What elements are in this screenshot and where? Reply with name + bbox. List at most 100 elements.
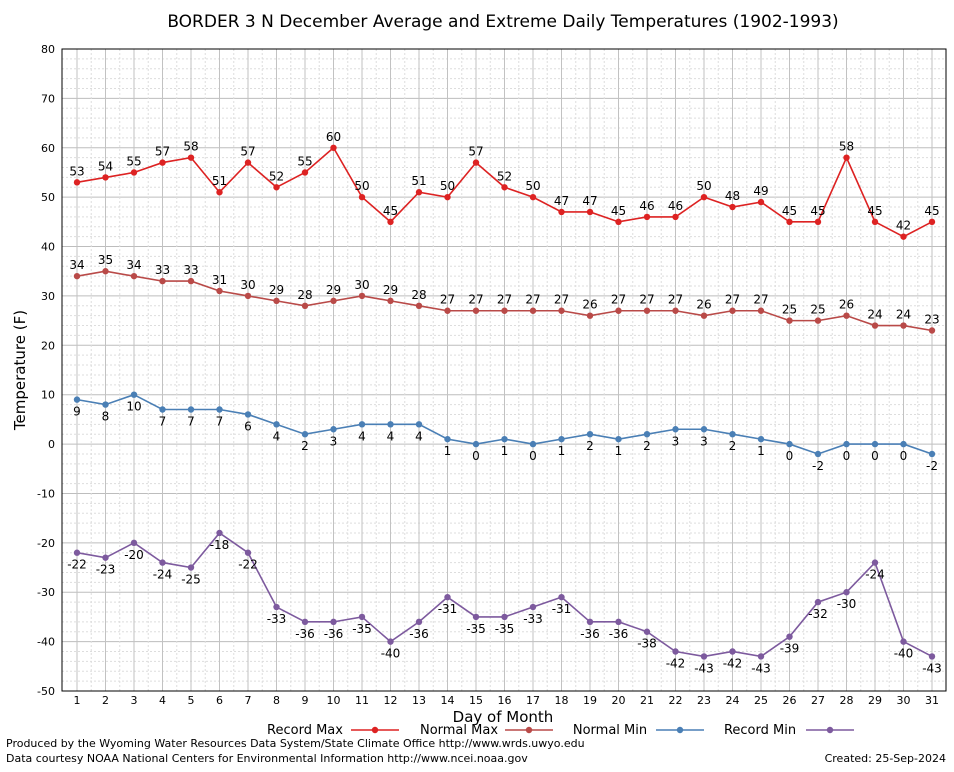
data-label: 35	[98, 253, 113, 267]
data-label: -40	[894, 647, 914, 661]
x-tick-label: 15	[469, 694, 483, 707]
data-label: 27	[440, 293, 455, 307]
data-label: -36	[295, 627, 315, 641]
data-point	[871, 322, 879, 329]
data-point	[130, 539, 138, 547]
data-point	[216, 529, 223, 537]
y-tick-label: -10	[37, 487, 55, 500]
data-label: 50	[440, 179, 455, 193]
data-point	[102, 174, 109, 181]
x-tick-label: 8	[273, 694, 280, 707]
data-label: 0	[529, 449, 537, 463]
data-label: -35	[466, 622, 486, 636]
data-label: 25	[810, 303, 825, 317]
data-label: 0	[843, 449, 851, 463]
data-label: 27	[525, 293, 540, 307]
grid-layer	[62, 49, 946, 691]
chart-title: BORDER 3 N December Average and Extreme …	[167, 12, 838, 32]
data-label: -42	[723, 656, 743, 670]
data-label: 57	[155, 145, 170, 159]
data-label: 29	[269, 283, 284, 297]
data-label: -33	[267, 612, 287, 626]
data-point	[301, 431, 309, 438]
data-point	[700, 312, 708, 319]
data-point	[586, 618, 594, 626]
data-point	[415, 302, 423, 309]
data-label: 7	[187, 415, 195, 429]
data-point	[700, 193, 708, 201]
legend-label: Record Max	[267, 723, 343, 738]
data-point	[871, 218, 879, 226]
x-tick-label: 1	[74, 694, 81, 707]
x-tick-label: 12	[384, 694, 398, 707]
data-label: 1	[615, 444, 623, 458]
y-tick-label: 50	[41, 191, 55, 204]
data-point	[586, 312, 594, 319]
x-tick-label: 29	[868, 694, 882, 707]
data-label: 0	[786, 449, 794, 463]
data-label: 1	[444, 444, 452, 458]
data-label: 28	[297, 288, 312, 302]
data-point	[729, 203, 736, 211]
data-label: 3	[672, 434, 680, 448]
y-tick-label: -30	[37, 586, 55, 599]
data-point	[73, 179, 81, 186]
data-point	[928, 653, 936, 660]
data-point	[843, 312, 850, 319]
data-point	[501, 613, 508, 621]
data-label: 30	[354, 278, 369, 292]
data-point	[900, 322, 907, 329]
data-point	[672, 426, 679, 433]
data-point	[529, 603, 537, 611]
data-point	[643, 307, 651, 314]
data-label: -24	[153, 568, 173, 582]
data-label: 53	[69, 164, 84, 178]
x-tick-label: 16	[498, 694, 512, 707]
y-tick-label: 80	[41, 43, 55, 56]
data-point	[159, 159, 166, 166]
data-label: 27	[725, 293, 740, 307]
data-point	[928, 450, 936, 458]
data-point	[273, 603, 280, 611]
data-point	[928, 218, 936, 226]
data-point	[558, 435, 565, 443]
data-label: -31	[438, 602, 458, 616]
x-tick-label: 28	[840, 694, 854, 707]
data-label: 27	[554, 293, 569, 307]
data-point	[358, 613, 366, 621]
data-label: 27	[668, 293, 683, 307]
data-label: 45	[611, 204, 626, 218]
data-point	[415, 618, 423, 626]
data-point	[301, 618, 309, 626]
data-label: 50	[696, 179, 711, 193]
data-label: 10	[126, 400, 141, 414]
data-label: 2	[643, 439, 651, 453]
data-point	[615, 435, 622, 443]
data-label: 45	[810, 204, 825, 218]
legend: Record Max Normal Max Normal Min Record Min	[267, 723, 854, 738]
data-point	[672, 648, 679, 655]
data-point	[700, 653, 708, 660]
data-point	[729, 648, 736, 655]
data-label: -43	[751, 661, 771, 675]
data-point	[786, 440, 793, 448]
data-label: 27	[611, 293, 626, 307]
data-point	[330, 618, 337, 626]
data-label: 52	[497, 169, 512, 183]
x-tick-label: 10	[327, 694, 341, 707]
x-tick-label: 13	[412, 694, 426, 707]
data-point	[330, 297, 337, 305]
data-point	[102, 268, 109, 275]
data-point	[358, 292, 366, 300]
data-label: 7	[159, 415, 167, 429]
y-tick-label: -20	[37, 537, 55, 550]
data-label: -36	[324, 627, 344, 641]
data-point	[472, 159, 480, 166]
data-point	[73, 396, 81, 403]
data-point	[843, 440, 850, 448]
data-label: 24	[896, 308, 911, 322]
x-tick-label: 4	[159, 694, 166, 707]
data-label: -36	[409, 627, 429, 641]
